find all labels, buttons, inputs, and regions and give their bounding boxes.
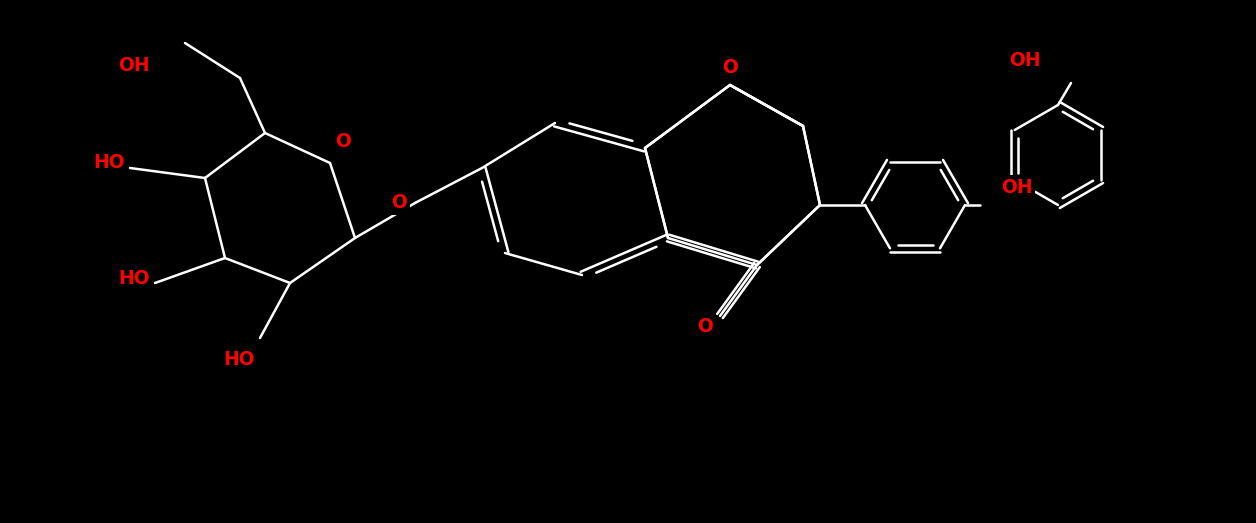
- Text: OH: OH: [1010, 51, 1041, 70]
- Text: O: O: [722, 58, 739, 77]
- Text: O: O: [391, 194, 407, 212]
- Text: HO: HO: [93, 153, 126, 173]
- Text: HO: HO: [224, 350, 255, 369]
- Text: O: O: [335, 132, 350, 151]
- Text: OH: OH: [1001, 178, 1032, 197]
- Text: HO: HO: [118, 268, 149, 288]
- Text: OH: OH: [118, 56, 149, 75]
- Text: O: O: [697, 316, 713, 335]
